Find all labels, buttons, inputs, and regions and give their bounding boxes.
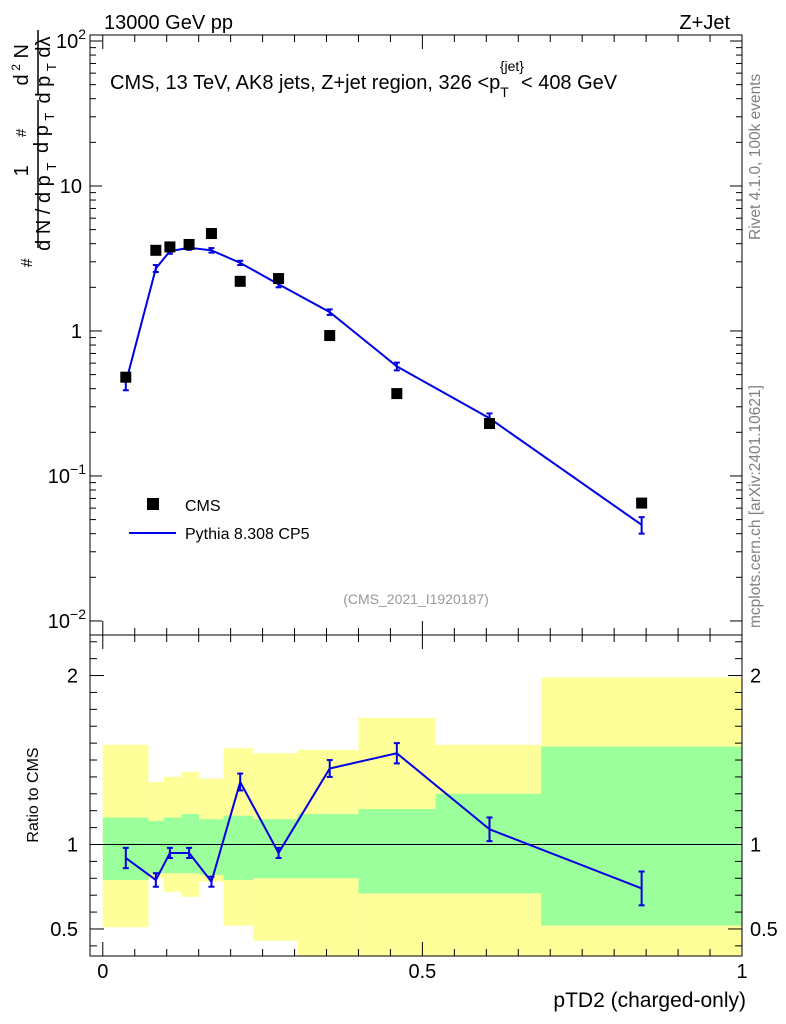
ratio-inner-band bbox=[358, 809, 436, 894]
ratio-frame bbox=[89, 634, 743, 957]
ratio-inner-band bbox=[297, 814, 359, 879]
cms-data-point bbox=[183, 238, 195, 250]
ratio-inner-band bbox=[199, 819, 224, 875]
cms-data-point bbox=[636, 497, 648, 509]
main-y-tick-label: 10 bbox=[60, 176, 82, 198]
main-y-axis-label: # 1 d N / d p T # d p T d 2 N d p T dλ bbox=[3, 30, 61, 267]
legend-mc-label: Pythia 8.308 CP5 bbox=[185, 526, 310, 543]
ratio-y-tick-label-left: 1 bbox=[67, 834, 78, 856]
ratio-inner-band bbox=[223, 815, 253, 880]
ratio-x-ticks: 0 0.5 1 bbox=[97, 635, 748, 983]
main-y-tick-label: 10−2 bbox=[48, 606, 86, 633]
cms-data-point bbox=[324, 330, 336, 342]
cms-data-point bbox=[164, 241, 176, 253]
x-axis-label: pTD2 (charged-only) bbox=[553, 989, 746, 1012]
mcplots-label: mcplots.cern.ch [arXiv:2401.10621] bbox=[747, 385, 764, 628]
ratio-y-tick-label-left: 2 bbox=[67, 666, 78, 688]
ratio-y-axis-label: Ratio to CMS bbox=[25, 747, 42, 842]
main-y-tick-label: 1 bbox=[71, 321, 82, 343]
ratio-inner-band bbox=[181, 814, 200, 874]
ratio-x-tick-label: 0 bbox=[97, 961, 108, 983]
analysis-watermark: (CMS_2021_I1920187) bbox=[343, 591, 489, 607]
main-y-ticks: 10−2 10−1 1 10 102 bbox=[48, 26, 742, 633]
legend-data-marker bbox=[147, 498, 159, 510]
ratio-y-tick-label-right: 0.5 bbox=[750, 919, 778, 941]
legend: CMS Pythia 8.308 CP5 bbox=[129, 498, 310, 543]
legend-data-label: CMS bbox=[185, 498, 221, 515]
header-right: Z+Jet bbox=[679, 12, 730, 34]
ratio-y-ticks: 0.5 0.5 1 1 2 2 bbox=[50, 641, 778, 947]
ratio-y-tick-label-right: 2 bbox=[750, 666, 761, 688]
header-left: 13000 GeV pp bbox=[104, 12, 233, 34]
ratio-x-tick-label: 0.5 bbox=[408, 961, 436, 983]
ratio-y-tick-label-right: 1 bbox=[750, 834, 761, 856]
main-y-tick-label: 102 bbox=[56, 26, 86, 53]
main-marks bbox=[120, 228, 648, 535]
main-y-minor-ticks bbox=[90, 47, 742, 578]
main-x-ticks bbox=[102, 35, 743, 635]
cms-data-point bbox=[391, 388, 403, 400]
ratio-x-tick-label: 1 bbox=[736, 961, 747, 983]
ratio-inner-band bbox=[163, 817, 182, 874]
main-y-tick-label: 10−1 bbox=[48, 461, 86, 488]
ratio-inner-band bbox=[148, 820, 164, 874]
cms-data-point bbox=[234, 275, 246, 287]
main-frame bbox=[89, 34, 743, 636]
ratio-inner-band bbox=[435, 793, 542, 894]
svg-text:# 1 d N / d p: # 1 d N / d p T # d p T d 2 N d p T dλ bbox=[3, 36, 61, 267]
plot-title: CMS, 13 TeV, AK8 jets, Z+jet region, 326… bbox=[110, 58, 618, 100]
cms-data-point bbox=[205, 228, 217, 240]
cms-data-point bbox=[484, 418, 496, 430]
mc-curve bbox=[124, 246, 643, 526]
cms-data-point bbox=[150, 244, 162, 256]
cms-data-point bbox=[273, 273, 285, 285]
ratio-y-tick-label-left: 0.5 bbox=[50, 919, 78, 941]
ratio-panel: 0.5 0.51 12 2 0 0.5 1 Ratio to CMS pTD2 (char… bbox=[25, 634, 778, 1012]
rivet-label: Rivet 4.1.0, 100k events bbox=[747, 73, 764, 240]
ratio-uncertainty-bands bbox=[102, 677, 742, 956]
main-panel: 10−2 10−1 1 10 102 CMS, 13 TeV, AK8 jets, Z+… bbox=[3, 26, 743, 636]
ratio-marks bbox=[122, 742, 645, 907]
cms-data-point bbox=[120, 371, 132, 383]
